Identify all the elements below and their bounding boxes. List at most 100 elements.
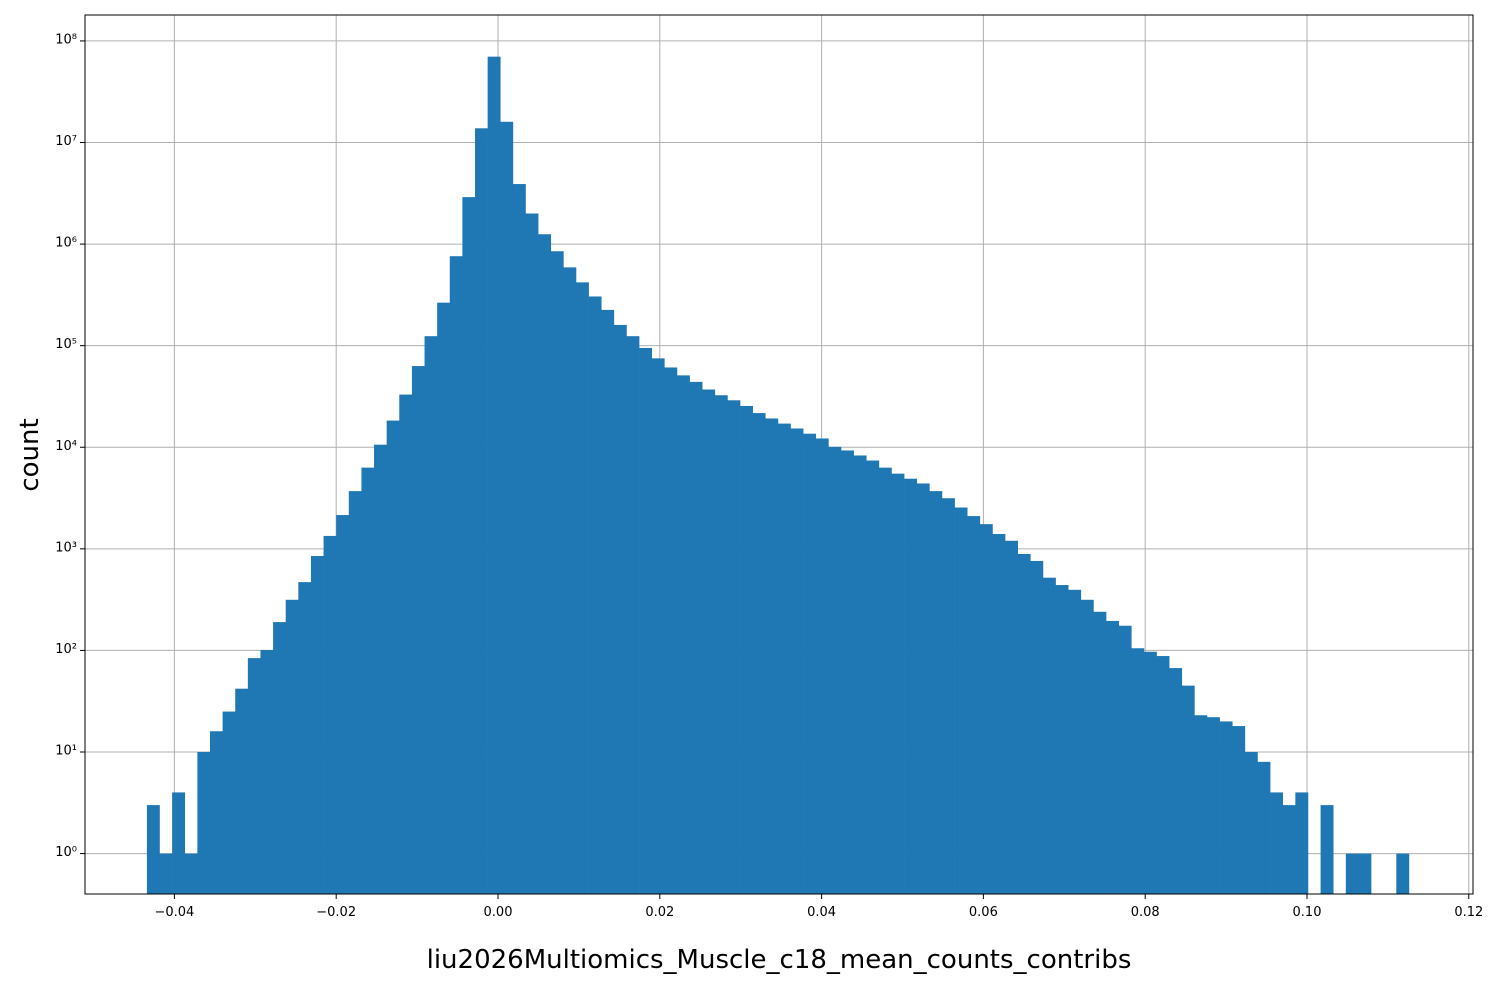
histogram-bar [298, 582, 312, 894]
histogram-bar [1131, 648, 1145, 894]
histogram-bar [172, 792, 186, 894]
histogram-bar [159, 853, 173, 894]
histogram-bar [992, 533, 1006, 894]
x-tick-label: −0.02 [316, 905, 356, 920]
histogram-bar [740, 405, 753, 894]
x-tick-label: 0.10 [1293, 905, 1322, 920]
histogram-bar [979, 524, 993, 894]
histogram-bar [828, 446, 842, 894]
histogram-bar [954, 507, 968, 894]
histogram-bar [941, 498, 955, 894]
histogram-bar [1080, 599, 1094, 894]
histogram-bar [184, 853, 198, 894]
ticks-layer: −0.04 −0.02 0.00 0.02 0.04 0.06 0.08 0.10 0.12 10… [55, 32, 1483, 920]
axes-frame [84, 14, 1474, 895]
histogram-bar [475, 128, 488, 895]
histogram-bar [727, 400, 741, 894]
histogram-bar [525, 213, 539, 895]
histogram-bar [866, 460, 880, 894]
histogram-bar [916, 483, 930, 894]
histogram-bar [512, 184, 526, 895]
histogram-bar [348, 491, 362, 894]
histogram-bar [651, 358, 665, 894]
y-tick-label: 10⁴ [55, 439, 77, 454]
histogram-bar [1396, 853, 1410, 894]
histogram-bar [904, 478, 918, 894]
histogram-bar [247, 658, 261, 894]
histogram-bar [613, 324, 627, 894]
histogram-bar [1068, 589, 1082, 894]
histogram-bar [601, 309, 615, 894]
y-tick-label: 10⁸ [55, 32, 77, 47]
histogram-bar [399, 394, 413, 894]
histogram-bar [765, 418, 779, 894]
histogram-bar [815, 438, 829, 894]
histogram-bar [1030, 560, 1044, 894]
histogram-bar [146, 805, 160, 894]
histogram-bar [424, 336, 438, 895]
histogram-bar [260, 649, 274, 894]
histogram-bar [891, 473, 905, 894]
x-tick-label: 0.04 [807, 905, 836, 920]
histogram-bar [752, 413, 766, 894]
histogram-bar [1232, 726, 1246, 894]
histogram-bar [1295, 792, 1309, 894]
histogram-bar [500, 121, 514, 895]
histogram-bar [1270, 792, 1284, 894]
histogram-bar [841, 450, 854, 894]
x-tick-label: 0.08 [1131, 905, 1160, 920]
histogram-bar [1169, 668, 1183, 894]
histogram-bar [689, 381, 703, 894]
y-tick-label: 10⁷ [55, 134, 77, 149]
histogram-bar [411, 366, 425, 894]
histogram-bar [273, 622, 287, 894]
x-axis-label: liu2026Multiomics_Muscle_c18_mean_counts… [427, 945, 1132, 975]
histogram-bar [1093, 611, 1107, 894]
histogram-bar [626, 336, 640, 895]
histogram-bar [323, 535, 337, 894]
x-tick-label: 0.06 [969, 905, 998, 920]
y-tick-label: 10⁰ [55, 845, 77, 860]
histogram-bar [1358, 853, 1372, 894]
histogram-bar [538, 234, 552, 895]
histogram-bar [197, 751, 211, 894]
histogram-bar [1181, 685, 1195, 894]
histogram-bar [374, 444, 387, 894]
histogram-bar [336, 515, 350, 894]
histogram-bar [1106, 620, 1119, 894]
histogram-bar [310, 556, 324, 894]
histogram-bar [386, 420, 400, 894]
histogram-bar [790, 428, 804, 894]
histogram-bar [1207, 717, 1220, 894]
histogram-bar [209, 731, 223, 894]
histogram-bar [563, 267, 577, 894]
y-tick-label: 10¹ [55, 743, 77, 758]
y-tick-label: 10⁶ [55, 236, 77, 251]
x-tick-label: 0.12 [1454, 905, 1483, 920]
histogram-bar [462, 197, 476, 894]
x-tick-label: 0.02 [645, 905, 674, 920]
histogram-bar [588, 296, 602, 894]
histogram-bar [1156, 656, 1170, 894]
histogram-bar [550, 251, 564, 895]
histogram-bar [664, 367, 678, 894]
histogram-bar [575, 282, 589, 895]
histogram-bar [487, 56, 501, 895]
bars-layer [146, 56, 1410, 895]
histogram-bar [1345, 853, 1359, 894]
histogram-bar [1282, 805, 1296, 894]
histogram-bar [639, 347, 653, 895]
histogram-bar [1257, 761, 1271, 894]
y-tick-label: 10³ [55, 540, 77, 555]
histogram-bar [777, 423, 791, 894]
histogram-bar [1219, 721, 1233, 894]
y-tick-label: 10⁵ [55, 337, 77, 352]
histogram-bar [1320, 805, 1334, 894]
histogram-bar [1055, 585, 1069, 894]
histogram-bar [1194, 715, 1208, 894]
histogram-bar [222, 711, 236, 894]
histogram-bar [803, 433, 817, 894]
histogram-bar [702, 389, 716, 894]
